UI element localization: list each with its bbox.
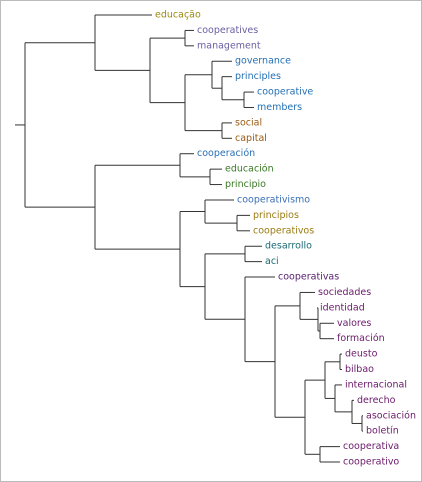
leaf-label: principio	[225, 179, 266, 190]
leaf-label: capital	[235, 133, 267, 144]
leaf-label: cooperativas	[278, 272, 339, 283]
leaf-label: principles	[235, 71, 281, 82]
leaf-label: asociación	[366, 410, 416, 421]
leaf-label: boletín	[366, 426, 399, 437]
leaf-label: cooperativismo	[237, 194, 310, 205]
leaf-label: desarrollo	[265, 241, 312, 252]
leaf-label: governance	[235, 56, 291, 67]
leaf-label: principios	[253, 210, 299, 221]
leaf-label: sociedades	[318, 287, 371, 298]
leaf-label: cooperativa	[343, 441, 399, 452]
leaf-label: members	[257, 102, 302, 113]
leaf-label: social	[235, 117, 262, 128]
leaf-label: bilbao	[345, 364, 374, 375]
leaf-label: identidad	[320, 302, 365, 313]
leaf-label: educação	[155, 10, 201, 21]
leaf-label: valores	[337, 318, 371, 329]
leaf-label: aci	[265, 256, 279, 267]
leaf-label: derecho	[357, 395, 396, 406]
leaf-label: cooperación	[197, 148, 255, 159]
leaf-label: internacional	[345, 379, 407, 390]
leaf-label: cooperativo	[343, 457, 399, 468]
leaf-label: cooperative	[257, 87, 313, 98]
leaf-label: cooperatives	[197, 25, 258, 36]
leaf-label: cooperativos	[253, 225, 314, 236]
leaf-label: management	[197, 40, 261, 51]
leaf-label: formación	[337, 333, 385, 344]
leaf-label: educación	[225, 164, 274, 175]
leaf-label: deusto	[345, 349, 378, 360]
